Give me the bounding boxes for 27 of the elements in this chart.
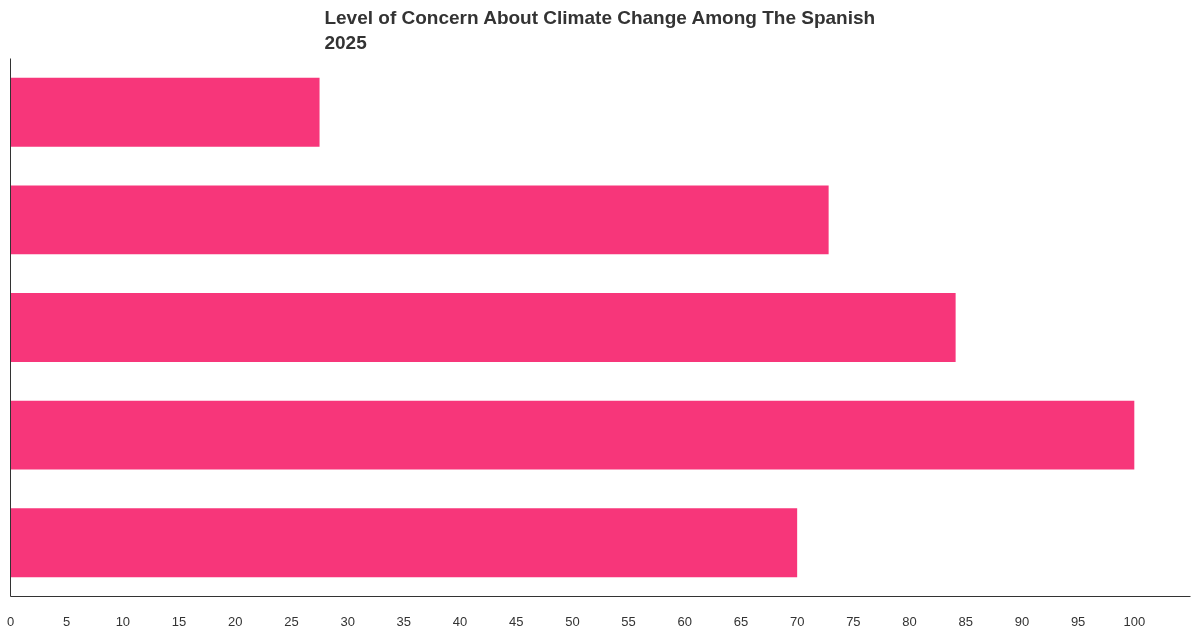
- x-tick-label: 5: [63, 613, 71, 628]
- x-tick-label: 35: [396, 613, 412, 628]
- bar: [10, 293, 956, 362]
- x-tick-label: 100: [1123, 613, 1146, 628]
- x-tick-label: 50: [565, 613, 580, 628]
- x-tick-label: 45: [508, 613, 524, 628]
- chart-title: Level of Concern About Climate Change Among The Spanish 2025: [324, 7, 876, 54]
- x-tick-label: 95: [1070, 613, 1086, 628]
- x-tick-label: 15: [171, 613, 187, 628]
- bar: [10, 508, 798, 578]
- bar: [10, 400, 1135, 470]
- x-tick-label: 20: [228, 613, 243, 628]
- x-tick-label: 40: [452, 613, 468, 628]
- x-tick-label: 80: [902, 613, 917, 628]
- x-tick-label: 55: [621, 613, 636, 628]
- x-tick-label: 25: [284, 613, 299, 628]
- x-tick-label: 85: [958, 613, 973, 628]
- x-tick-label: 70: [789, 613, 805, 628]
- x-tick-label: 10: [115, 613, 131, 628]
- x-tick-label: 90: [1014, 613, 1030, 628]
- x-tick-label: 30: [340, 613, 355, 628]
- bar: [10, 185, 829, 255]
- bar: [10, 77, 320, 147]
- x-tick-label: 60: [677, 613, 693, 628]
- x-tick-label: 65: [733, 613, 749, 628]
- x-tick-label: 0: [6, 613, 15, 628]
- x-tick-label: 75: [846, 613, 861, 628]
